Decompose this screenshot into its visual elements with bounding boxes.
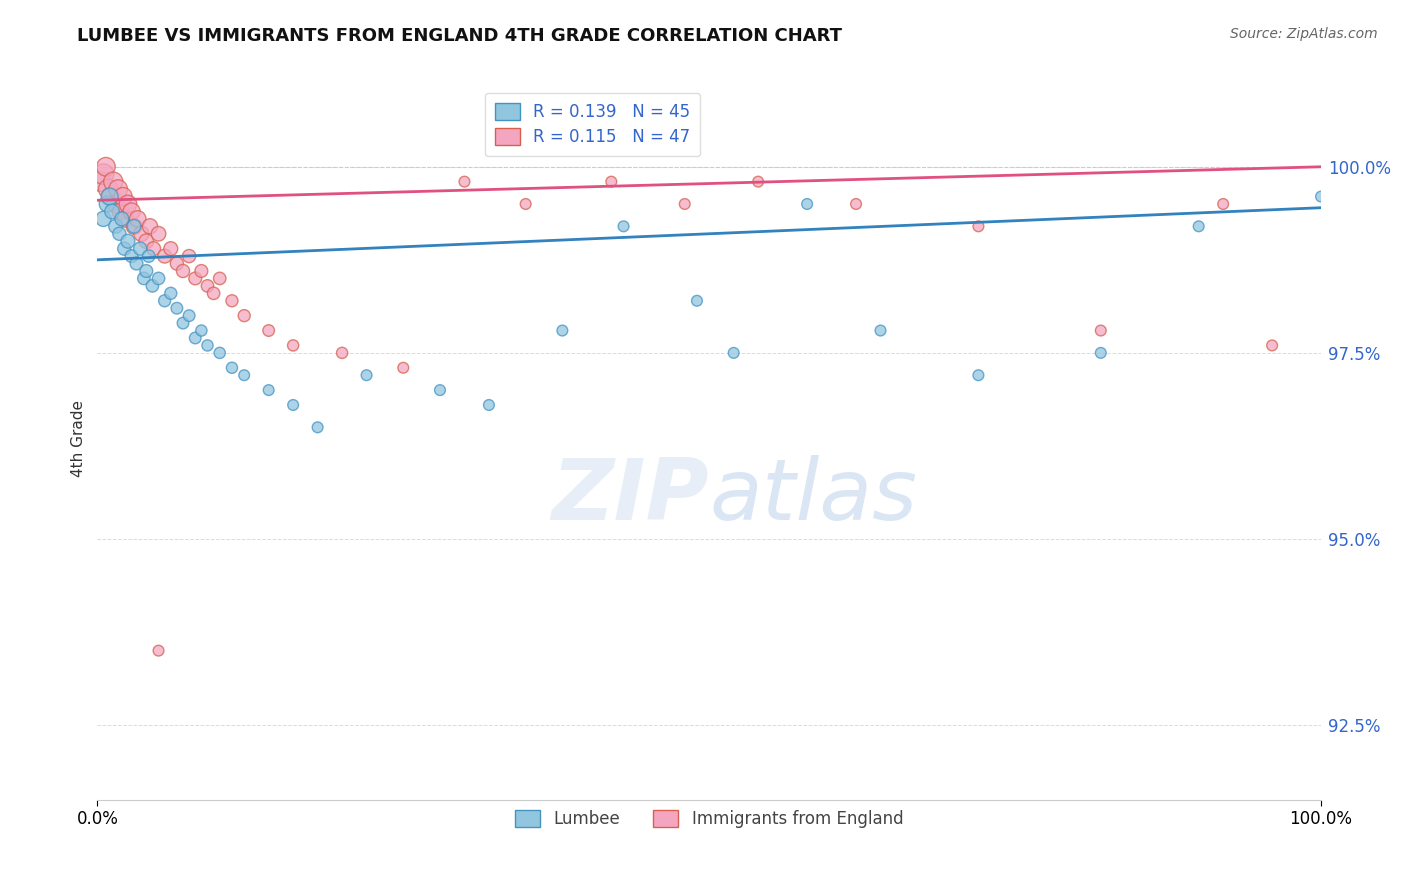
Point	[101, 204, 124, 219]
Point	[257, 383, 280, 397]
Point	[114, 211, 136, 226]
Point	[796, 197, 818, 211]
Point	[1261, 338, 1284, 352]
Point	[97, 182, 120, 196]
Point	[478, 398, 501, 412]
Point	[612, 219, 634, 234]
Point	[190, 324, 212, 338]
Point	[281, 338, 304, 352]
Point	[166, 256, 188, 270]
Point	[125, 256, 148, 270]
Point	[98, 189, 121, 203]
Point	[1188, 219, 1211, 234]
Point	[515, 197, 537, 211]
Point	[94, 160, 117, 174]
Point	[600, 175, 623, 189]
Point	[104, 197, 127, 211]
Point	[90, 175, 112, 189]
Point	[129, 242, 152, 256]
Point	[148, 271, 170, 285]
Point	[112, 189, 135, 203]
Point	[135, 264, 157, 278]
Point	[135, 234, 157, 248]
Point	[1090, 346, 1112, 360]
Point	[551, 324, 574, 338]
Point	[967, 219, 990, 234]
Point	[166, 301, 188, 316]
Point	[281, 398, 304, 412]
Point	[110, 204, 132, 219]
Point	[112, 242, 135, 256]
Point	[148, 643, 170, 657]
Point	[845, 197, 868, 211]
Point	[257, 324, 280, 338]
Point	[1090, 324, 1112, 338]
Point	[869, 324, 891, 338]
Point	[117, 234, 139, 248]
Text: LUMBEE VS IMMIGRANTS FROM ENGLAND 4TH GRADE CORRELATION CHART: LUMBEE VS IMMIGRANTS FROM ENGLAND 4TH GR…	[77, 27, 842, 45]
Point	[148, 227, 170, 241]
Point	[153, 293, 176, 308]
Point	[233, 309, 256, 323]
Point	[122, 219, 145, 234]
Text: atlas: atlas	[709, 455, 917, 538]
Point	[172, 316, 194, 330]
Point	[108, 227, 131, 241]
Point	[142, 242, 165, 256]
Point	[673, 197, 696, 211]
Point	[96, 197, 118, 211]
Point	[723, 346, 745, 360]
Point	[307, 420, 329, 434]
Point	[221, 360, 243, 375]
Point	[103, 175, 125, 189]
Point	[208, 271, 231, 285]
Point	[179, 249, 201, 263]
Point	[1310, 189, 1333, 203]
Point	[121, 249, 143, 263]
Point	[104, 219, 127, 234]
Point	[127, 211, 149, 226]
Point	[117, 197, 139, 211]
Text: Source: ZipAtlas.com: Source: ZipAtlas.com	[1230, 27, 1378, 41]
Point	[967, 368, 990, 383]
Point	[172, 264, 194, 278]
Point	[747, 175, 769, 189]
Point	[138, 249, 160, 263]
Point	[356, 368, 378, 383]
Point	[330, 346, 353, 360]
Point	[141, 278, 163, 293]
Point	[179, 309, 201, 323]
Point	[131, 227, 153, 241]
Point	[100, 189, 122, 203]
Point	[159, 286, 181, 301]
Point	[453, 175, 475, 189]
Point	[139, 219, 162, 234]
Legend: Lumbee, Immigrants from England: Lumbee, Immigrants from England	[509, 803, 910, 835]
Point	[392, 360, 415, 375]
Point	[184, 331, 207, 345]
Point	[107, 182, 129, 196]
Point	[1212, 197, 1234, 211]
Point	[132, 271, 155, 285]
Point	[122, 219, 145, 234]
Point	[686, 293, 709, 308]
Point	[159, 242, 181, 256]
Point	[202, 286, 225, 301]
Point	[93, 167, 115, 181]
Point	[233, 368, 256, 383]
Point	[184, 271, 207, 285]
Y-axis label: 4th Grade: 4th Grade	[72, 400, 86, 477]
Point	[121, 204, 143, 219]
Point	[197, 338, 219, 352]
Point	[208, 346, 231, 360]
Point	[190, 264, 212, 278]
Point	[93, 211, 115, 226]
Point	[429, 383, 451, 397]
Text: ZIP: ZIP	[551, 455, 709, 538]
Point	[111, 211, 134, 226]
Point	[153, 249, 176, 263]
Point	[197, 278, 219, 293]
Point	[221, 293, 243, 308]
